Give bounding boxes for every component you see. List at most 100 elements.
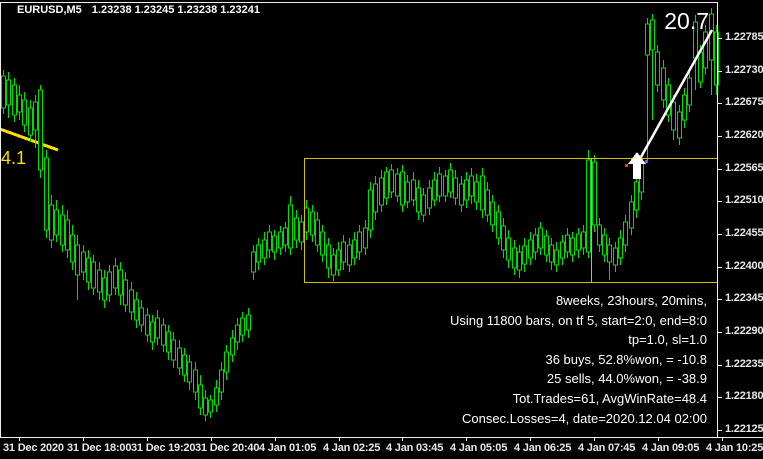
candle [166,331,171,353]
candle [320,231,325,256]
candle [17,94,22,113]
candle [1,75,6,109]
candle [193,369,198,393]
time-label: 4 Jan 05:05 [450,442,508,454]
candle [395,173,400,197]
candle [81,251,86,273]
candle [187,361,192,383]
time-label: 4 Jan 01:05 [259,442,317,454]
candle [65,219,70,251]
candle [714,31,719,86]
candle [443,175,448,197]
time-label: 4 Jan 09:05 [642,442,700,454]
ohlc-quotes: 1.23238 1.23245 1.23238 1.23241 [91,4,261,16]
candle [341,241,346,263]
candle [208,399,213,413]
candle [379,177,384,206]
candle [246,314,251,331]
candle [496,211,501,239]
ohlc-header: EURUSD,M5 1.23238 1.23245 1.23238 1.23241 [17,4,260,16]
time-label: 4 Jan 03:45 [386,442,444,454]
candle [427,187,432,209]
candle [485,189,490,216]
trade-marker [625,164,628,167]
candle [512,247,517,269]
measure-label-right: 20.7 [664,8,709,34]
candle [703,31,708,69]
candle [97,269,102,293]
candle [544,235,549,256]
candle [655,51,660,86]
trade-marker [645,160,648,163]
candle [490,201,495,226]
candle [70,234,75,263]
candle [219,369,224,393]
price-label: 1.22345 [725,292,763,304]
candle [554,249,559,266]
candle [661,67,666,101]
candlestick-series [1,8,719,421]
symbol-timeframe: EURUSD,M5 [17,4,82,16]
candle [560,241,565,259]
measure-label-left: 4.1 [1,148,27,168]
stats-line: 25 sells, 44.0%won, = -38.9 [546,371,707,387]
candle [613,247,618,266]
candle [522,245,527,265]
candle [469,175,474,197]
candle [288,204,293,249]
candle [6,79,11,106]
time-label: 4 Jan 07:45 [578,442,636,454]
candle [592,161,597,226]
candle [134,299,139,321]
candle [28,107,33,136]
candle [230,337,235,356]
price-label: 1.22785 [725,31,763,43]
price-label: 1.22180 [725,390,763,402]
price-label: 1.22510 [725,194,763,206]
price-label: 1.22675 [725,96,763,108]
candle [480,175,485,211]
price-label: 1.22565 [725,162,763,174]
price-label: 1.22455 [725,227,763,239]
candle [91,261,96,289]
price-label: 1.22730 [725,64,763,76]
time-label: 4 Jan 10:25 [706,442,763,454]
time-label: 4 Jan 06:25 [514,442,572,454]
up-arrow-icon[interactable] [628,152,646,179]
white-trendline[interactable] [639,29,714,158]
candle [411,179,416,201]
candle [698,51,703,83]
candle [416,187,421,213]
candle [161,324,166,346]
candle [203,397,208,416]
candle [576,233,581,251]
candle [299,221,304,243]
candle [432,179,437,201]
candle [586,159,591,253]
candle [602,234,607,256]
candle [113,265,118,289]
candle [129,289,134,313]
candle [650,19,655,51]
time-label: 31 Dec 18:00 [67,442,132,454]
candle [272,235,277,253]
consolidation-box[interactable] [304,158,719,283]
candle [373,183,378,213]
candle [501,225,506,251]
candle [315,219,320,246]
candle [533,234,538,253]
candle [256,244,261,263]
candle [145,314,150,336]
candle [570,237,575,256]
candle [22,99,27,126]
backtest-stats: 8weeks, 23hours, 20mins, Using 11800 bars… [450,291,707,428]
yellow-trendline[interactable] [0,127,59,152]
candle [597,224,602,246]
stats-line: tp=1.0, sl=1.0 [628,332,707,348]
stats-line: Consec.Losses=4, date=2020.12.04 02:00 [461,410,707,426]
candle [682,94,687,121]
candle [310,211,315,236]
stats-line: Tot.Trades=61, AvgWinRate=48.4 [512,390,707,406]
